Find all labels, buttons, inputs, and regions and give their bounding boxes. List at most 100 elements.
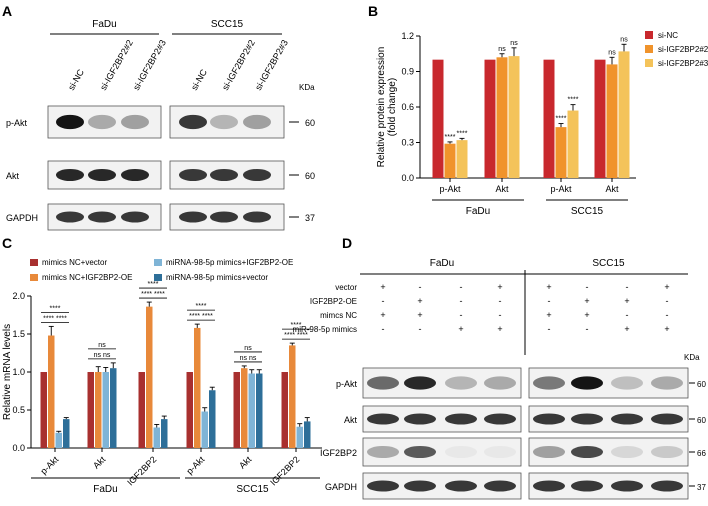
panel-b: B 0.0 0.3 0.6 0.9 1.2 Relative protein expres… [368, 3, 708, 217]
group-label-scc15: SCC15 [571, 206, 604, 217]
blot-band [651, 445, 683, 459]
legend-swatch [645, 45, 653, 53]
legend-swatch [645, 59, 653, 67]
condition-sign: + [497, 282, 502, 292]
blot-band [121, 114, 149, 130]
blot-band [484, 413, 516, 425]
blot-band [445, 376, 477, 390]
significance-label: **** [568, 97, 579, 104]
bar-mirna-98-5p-mimics-igf2bp2-oe [102, 372, 109, 448]
bar-mirna-98-5p-mimics-vector [304, 421, 311, 448]
group-label-scc15: SCC15 [592, 258, 625, 269]
significance-label: ns [498, 46, 506, 53]
bar-mimics-nc-igf2bp2-oe [95, 372, 102, 448]
condition-sign: - [419, 282, 422, 292]
bar-si-nc [543, 59, 555, 178]
group-label-fadu: FaDu [430, 258, 454, 269]
blot-band [367, 445, 399, 459]
blot-band [210, 168, 238, 182]
blot-band [445, 480, 477, 492]
y-axis-label: (fold change) [387, 78, 398, 136]
bar-si-igf2bp2-2 [496, 57, 508, 178]
blot-band [88, 168, 116, 182]
blot-band [179, 211, 207, 223]
panel-b-label: B [368, 3, 378, 19]
bar-mimics-nc-igf2bp2-oe [241, 368, 248, 448]
blot-band [445, 413, 477, 425]
y-tick-label: 1.0 [12, 367, 25, 377]
significance-label: **** **** [141, 291, 165, 298]
condition-sign: - [460, 310, 463, 320]
blot-band [611, 413, 643, 425]
condition-sign: + [624, 324, 629, 334]
condition-sign: + [380, 282, 385, 292]
x-tick-label: p-Akt [38, 454, 60, 476]
significance-label: ns ns [240, 355, 257, 362]
kda-value: 37 [305, 213, 315, 223]
group-label-fadu: FaDu [92, 19, 116, 30]
bar-mirna-98-5p-mimics-igf2bp2-oe [201, 411, 208, 448]
blot-band [404, 376, 436, 390]
kda-label: KDa [684, 353, 700, 362]
blot-band [121, 211, 149, 223]
legend-label: miRNA-98-5p mimics+IGF2BP2-OE [166, 258, 293, 267]
condition-sign: + [380, 310, 385, 320]
legend-swatch [154, 259, 162, 266]
group-label-scc15: SCC15 [236, 484, 269, 495]
bar-mirna-98-5p-mimics-vector [63, 419, 70, 448]
condition-sign: + [546, 282, 551, 292]
condition-sign: + [458, 324, 463, 334]
bar-mimics-nc-igf2bp2-oe [146, 306, 153, 448]
bar-si-igf2bp2-3 [618, 51, 630, 179]
panel-c-label: C [2, 235, 12, 251]
x-tick-label: Akt [495, 184, 509, 194]
panel-a-label: A [2, 3, 12, 19]
blot-band [243, 168, 271, 182]
bar-chart-c: 0.0 0.5 1.0 1.5 2.0 Relative mRNA levels p-Akt… [2, 258, 322, 495]
condition-sign: - [548, 324, 551, 334]
x-tick-label: Akt [605, 184, 619, 194]
y-tick-label: 0.5 [12, 405, 25, 415]
bar-si-igf2bp2-3 [456, 140, 468, 178]
blot-band [651, 413, 683, 425]
condition-sign: - [586, 282, 589, 292]
blot-band [611, 445, 643, 459]
blot-band [56, 114, 84, 130]
bar-mimics-nc-vector [87, 372, 94, 448]
significance-label: ns [244, 345, 252, 352]
bar-mirna-98-5p-mimics-igf2bp2-oe [55, 432, 62, 448]
condition-label: miR-98-5p mimics [293, 325, 357, 334]
group-label-fadu: FaDu [466, 206, 490, 217]
blot-band [571, 413, 603, 425]
condition-sign: - [626, 310, 629, 320]
bar-si-igf2bp2-2 [444, 143, 456, 178]
blot-band [56, 168, 84, 182]
group-label-scc15: SCC15 [211, 19, 244, 30]
y-tick-label: 0.9 [401, 67, 414, 77]
bar-si-nc [432, 59, 444, 178]
bar-mirna-98-5p-mimics-vector [209, 390, 216, 448]
condition-sign: - [460, 282, 463, 292]
condition-sign: + [664, 324, 669, 334]
y-tick-label: 0.0 [401, 173, 414, 183]
condition-sign: + [417, 310, 422, 320]
legend-swatch [645, 31, 653, 39]
significance-label: ns [510, 40, 518, 47]
x-tick-label: IGF2BP2 [125, 454, 158, 487]
significance-label: **** [291, 322, 302, 329]
significance-label: ns ns [94, 352, 111, 359]
blot-band [651, 376, 683, 390]
lane-label: si-NC [66, 67, 86, 92]
bar-mirna-98-5p-mimics-igf2bp2-oe [153, 427, 160, 448]
legend-label: si-IGF2BP2#3 [658, 59, 708, 68]
blot-band [179, 168, 207, 182]
condition-sign: + [664, 282, 669, 292]
blot-band [88, 114, 116, 130]
bar-si-igf2bp2-2 [606, 64, 618, 178]
bar-mimics-nc-vector [186, 372, 193, 448]
y-axis-label: Relative protein expression [376, 47, 387, 168]
bar-mimics-nc-vector [281, 372, 288, 448]
blot-band [404, 480, 436, 492]
blot-band [179, 114, 207, 130]
condition-sign: - [666, 310, 669, 320]
